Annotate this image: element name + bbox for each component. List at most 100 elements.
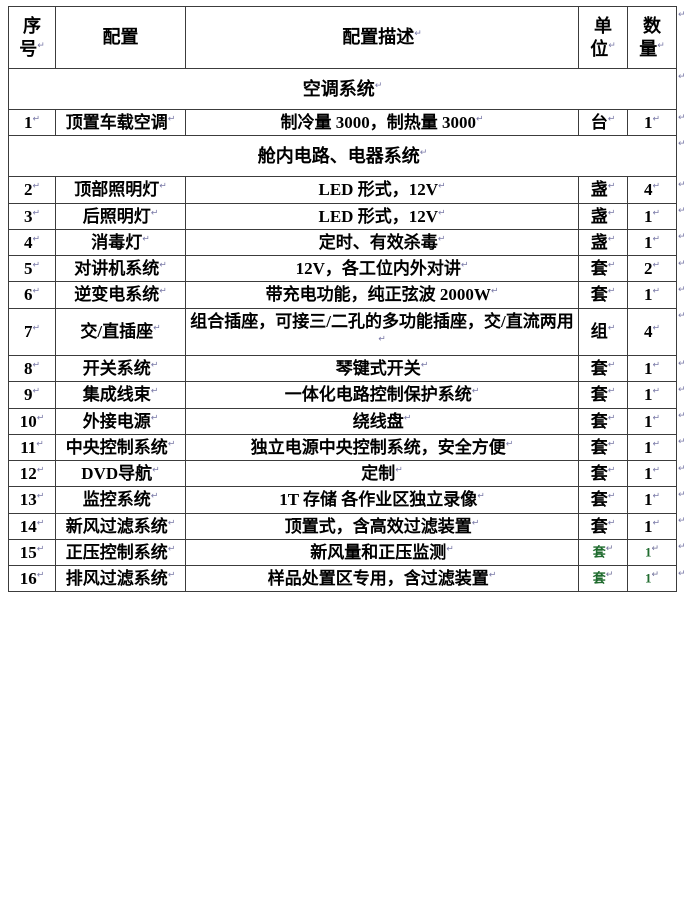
paragraph-mark-icon: ↵ [403,412,412,423]
row-configuration-value: 交/直插座 [80,322,154,342]
cell-quantity: 1↵ [627,459,677,488]
cell-quantity: 2↵ [627,254,677,283]
paragraph-mark-icon: ↵ [159,286,167,297]
paragraph-mark-icon: ↵ [395,465,403,476]
paragraph-mark-icon: ↵ [490,286,499,297]
table-body: 序号↵ 配置 配置描述↵ 单位↵ 数量↵ 空调系统↵ 1↵ 顶置车载空调↵ 制冷量 3000，制… [8,6,677,593]
cell-index: 13↵ [8,486,56,514]
cell-index: 1↵ [8,108,56,137]
column-header-index-label: 序号 [19,16,41,59]
cell-unit: 套↵ [578,486,628,514]
section-title-cell: 空调系统↵ [8,68,677,110]
cell-configuration: 顶置车载空调↵ [55,108,186,137]
cell-index: 10↵ [8,407,56,435]
row-description-value: 一体化电路控制保护系统 [284,385,472,405]
cell-configuration: 消毒灯↵ [55,228,186,257]
row-quantity-value: 1 [643,232,653,252]
paragraph-mark-icon: ↵ [505,439,514,450]
column-header-description-label: 配置描述 [342,27,415,48]
paragraph-mark-icon: ↵ [605,544,614,555]
margin-paragraph-mark-icon: ↵ [678,139,686,149]
row-configuration-value: 顶部照明灯 [74,180,160,200]
cell-configuration: 排风过滤系统↵ [55,564,186,593]
section-title: 舱内电路、电器系统 [257,146,420,166]
cell-description: 带充电功能，纯正弦波 2000W↵ [185,281,579,309]
paragraph-mark-icon: ↵ [446,544,454,555]
cell-unit: 盏↵ [578,176,628,204]
cell-configuration: 对讲机系统↵ [55,254,186,283]
row-unit-value: 盏 [590,232,608,252]
margin-paragraph-mark-icon: ↵ [678,437,686,447]
paragraph-mark-icon: ↵ [36,412,45,423]
section-title-cell: 舱内电路、电器系统↵ [8,135,677,178]
paragraph-mark-icon: ↵ [607,386,616,397]
cell-unit: 套↵ [578,354,628,383]
cell-description: 一体化电路控制保护系统↵ [185,381,579,409]
cell-description: 定时、有效杀毒↵ [185,228,579,257]
paragraph-mark-icon: ↵ [437,234,446,245]
cell-description: 顶置式，含高效过滤装置↵ [185,512,579,540]
paragraph-mark-icon: ↵ [32,181,41,192]
row-description-value: 独立电源中央控制系统，安全方便 [250,437,506,457]
paragraph-mark-icon: ↵ [167,114,176,125]
paragraph-mark-icon: ↵ [652,412,661,423]
cell-configuration: 新风过滤系统↵ [55,512,186,540]
paragraph-mark-icon: ↵ [607,465,616,476]
column-header-index: 序号↵ [8,6,56,69]
cell-description: LED 形式，12V↵ [185,202,579,230]
paragraph-mark-icon: ↵ [32,386,41,397]
row-quantity-value: 1 [644,544,652,560]
table-row: 8↵ 开关系统↵ 琴键式开关↵ 套↵ 1↵ [8,354,677,383]
table-row: 7↵ 交/直插座↵ 组合插座，可接三/二孔的多功能插座，交/直流两用↵ 组↵ 4↵ [8,307,677,356]
paragraph-mark-icon: ↵ [32,207,41,218]
margin-paragraph-mark-icon: ↵ [678,359,686,369]
paragraph-mark-icon: ↵ [608,40,616,51]
margin-paragraph-marks: ↵ ↵ ↵ ↵ ↵ ↵ ↵ ↵ ↵ ↵ ↵ ↵ ↵ ↵ ↵ ↵ ↵ ↵ ↵ [678,0,686,916]
paragraph-mark-icon: ↵ [471,517,480,528]
cell-description: 组合插座，可接三/二孔的多功能插座，交/直流两用 ↵ [185,307,579,356]
margin-paragraph-mark-icon: ↵ [678,411,686,421]
paragraph-mark-icon: ↵ [607,207,616,218]
cell-quantity: 1↵ [627,108,677,137]
margin-paragraph-mark-icon: ↵ [678,285,686,295]
paragraph-mark-icon: ↵ [652,207,661,218]
row-quantity-value: 1 [643,464,653,483]
column-header-unit-label: 单位 [590,16,612,59]
row-index-value: 15 [19,542,37,562]
row-description-value: 12V，各工位内外对讲 [295,259,461,278]
paragraph-mark-icon: ↵ [607,286,616,297]
row-configuration-value: 新风过滤系统 [65,516,168,536]
column-header-configuration-label: 配置 [102,27,139,48]
table-row: 1↵ 顶置车载空调↵ 制冷量 3000，制热量 3000↵ 台↵ 1↵ [8,108,677,137]
row-quantity-value: 1 [643,516,653,536]
paragraph-mark-icon: ↵ [167,517,176,528]
row-unit-value: 套 [590,464,608,483]
cell-quantity: 1↵ [627,381,677,409]
row-quantity-value: 1 [643,437,653,457]
cell-description: 独立电源中央控制系统，安全方便↵ [185,433,579,462]
cell-unit: 组↵ [578,307,628,356]
paragraph-mark-icon: ↵ [607,234,616,245]
row-configuration-value: 后照明灯 [82,206,151,226]
row-configuration-value: 正压控制系统 [65,542,168,562]
cell-unit: 套↵ [578,538,628,567]
row-description-value: 带充电功能，纯正弦波 2000W [265,285,491,305]
row-index-value: 12 [19,464,37,483]
row-unit-value: 套 [590,385,608,405]
cell-unit: 套↵ [578,433,628,462]
paragraph-mark-icon: ↵ [651,570,660,581]
paragraph-mark-icon: ↵ [607,181,616,192]
row-description-value: 定制 [361,464,396,483]
margin-paragraph-mark-icon: ↵ [678,72,686,82]
paragraph-mark-icon: ↵ [607,360,616,371]
paragraph-mark-icon: ↵ [32,114,41,125]
paragraph-mark-icon: ↵ [651,544,660,555]
paragraph-mark-icon: ↵ [605,570,614,581]
paragraph-mark-icon: ↵ [152,465,160,476]
paragraph-mark-icon: ↵ [36,517,45,528]
row-unit-value: 盏 [590,206,608,226]
table-row: 3↵ 后照明灯↵ LED 形式，12V↵ 盏↵ 1↵ [8,202,677,230]
row-description-value: 绕线盘 [352,411,404,431]
cell-quantity: 1↵ [627,538,677,567]
table-row: 15↵ 正压控制系统↵ 新风量和正压监测↵ 套↵ 1↵ [8,538,677,567]
